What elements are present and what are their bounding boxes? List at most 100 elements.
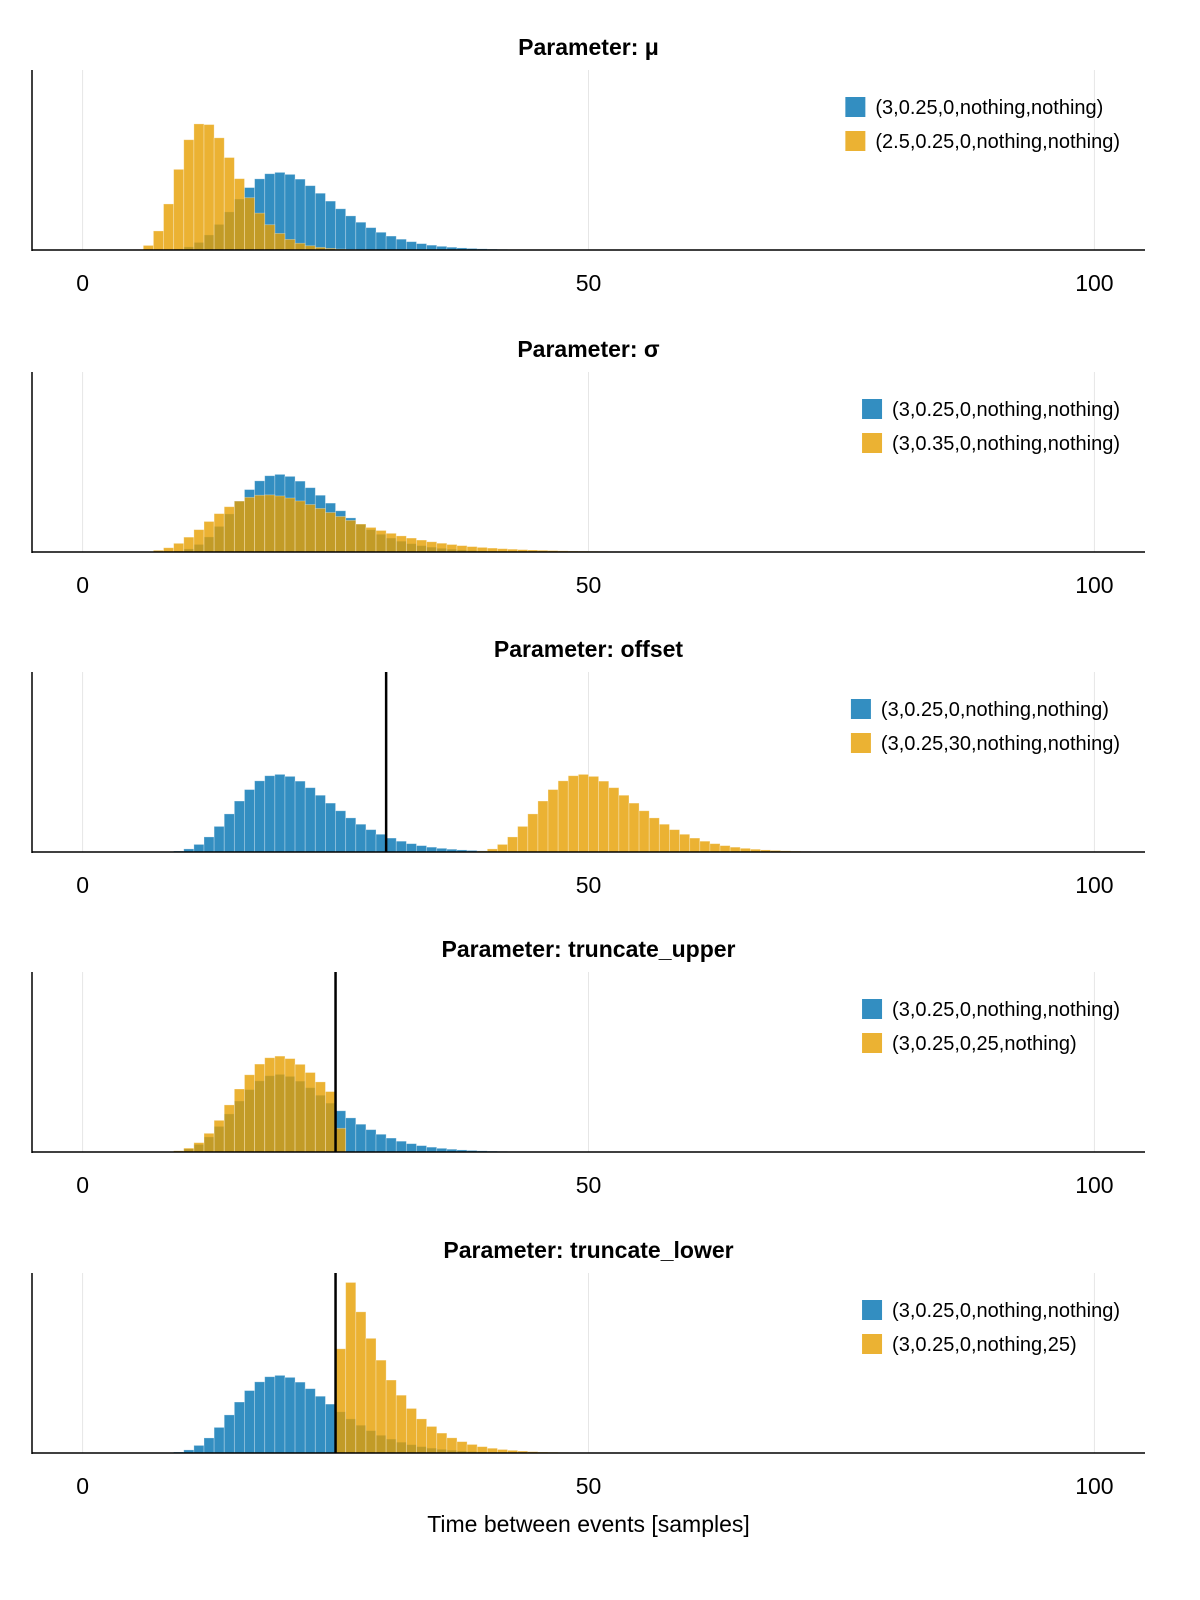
histogram-bar [244,789,255,853]
histogram-bar [294,1063,306,1153]
x-axis-label: Time between events [samples] [427,1511,750,1537]
histogram-bar [173,168,185,251]
histogram-bar [365,527,377,553]
histogram-bar [314,508,326,553]
panel-1: Parameter: μ 0 50 100 (3,0.25,0,nothing,noth… [31,34,1145,296]
panel-3: Parameter: offset 0 50 100 (3,0.25,0,nothing… [31,636,1145,898]
histogram-bar [193,529,205,553]
histogram-bar [284,1058,296,1153]
histogram-bar [264,224,276,251]
panel-2: Parameter: σ 0 50 100 (3,0.25,0,nothing,noth… [31,336,1145,598]
histogram-bar [517,826,529,853]
histogram-bar [385,532,397,553]
histogram-bar [365,227,377,251]
histogram-bar [264,1376,276,1454]
histogram-bar [365,1129,377,1153]
histogram-bar [223,1104,235,1153]
histogram-bar [345,1282,357,1454]
panel-5: Parameter: truncate_lower 0 50 100 (3,0.25,0… [31,1237,1145,1537]
histogram-bar [274,774,286,853]
histogram-bar [233,178,245,251]
histogram-bar [213,137,225,251]
histogram-bar [183,536,195,553]
histogram-bar [274,1055,286,1153]
histogram-bar [608,787,620,853]
x-tick-label: 0 [76,1172,89,1198]
panel-title: Parameter: truncate_lower [443,1237,733,1263]
legend-label: (3,0.25,0,nothing,nothing) [892,399,1120,421]
histogram-bar [213,1427,225,1454]
histogram-bar [689,837,701,853]
histogram-bar [193,844,205,853]
histogram-bar [223,506,235,553]
histogram-bar [395,535,407,553]
histogram-bar [233,500,245,553]
histogram-bar [274,1375,286,1454]
histogram-bar [395,840,407,853]
histogram-bar [254,780,266,853]
histogram-bar [213,1119,225,1153]
legend-label: (3,0.25,0,nothing,nothing) [881,699,1109,721]
histogram-bar [304,504,316,553]
series-2 [122,123,397,251]
histogram-bar [233,1401,245,1454]
histogram-bar [223,157,235,251]
histogram-bar [173,542,185,553]
x-tick-label: 0 [76,872,89,898]
histogram-bar [153,230,164,251]
histogram-bar [335,810,347,853]
x-tick-label: 50 [576,1172,602,1198]
histogram-bar [365,1337,377,1454]
histogram-bar [416,845,428,853]
series-2 [142,494,751,553]
legend-swatch [845,97,866,117]
histogram-bar [284,776,296,853]
histogram-bar [446,544,458,553]
histogram-bar [375,231,387,251]
histogram-bar [395,1140,407,1153]
histogram-bar [476,1446,488,1454]
histogram-bar [446,1437,458,1454]
x-tick-label: 50 [576,872,602,898]
histogram-bar [264,775,276,853]
x-tick-label: 100 [1075,572,1113,598]
series-2 [335,1282,600,1454]
histogram-bar [223,813,235,853]
legend: (3,0.25,0,nothing,nothing) (3,0.35,0,noth… [862,399,1120,455]
histogram-bar [264,494,276,553]
histogram-bar [203,836,215,853]
legend-label: (3,0.25,0,nothing,25) [892,1334,1077,1356]
histogram-bar [355,1123,367,1153]
histogram-bar [719,845,731,853]
histogram-bar [203,1132,215,1153]
histogram-bar [375,1133,387,1153]
histogram-bar [294,780,306,853]
histogram-bar [294,500,306,553]
histogram-bar [244,1390,255,1454]
histogram-bar [588,776,600,853]
x-tick-label: 0 [76,1473,89,1499]
histogram-bar [193,1445,205,1454]
histogram-bar [416,539,428,553]
histogram-bar [436,542,448,553]
histogram-bar [304,185,316,251]
histogram-bar [648,817,660,853]
panel-title: Parameter: truncate_upper [442,936,736,962]
histogram-bar [658,823,670,853]
histogram-bar [436,1432,448,1454]
histogram-bar [254,1063,266,1153]
histogram-bar [284,238,296,251]
histogram-bar [314,1081,326,1153]
histogram-bar [294,178,306,251]
histogram-bar [385,1137,397,1153]
histogram-bar [314,192,326,251]
histogram-bar [203,124,215,251]
x-tick-label: 0 [76,572,89,598]
legend-swatch [862,999,883,1019]
histogram-bar [699,840,711,853]
histogram-bar [345,519,357,553]
histogram-bar [416,1418,428,1454]
histogram-bar [456,1441,468,1454]
histogram-bar [416,243,428,251]
histogram-bar [355,1311,367,1454]
